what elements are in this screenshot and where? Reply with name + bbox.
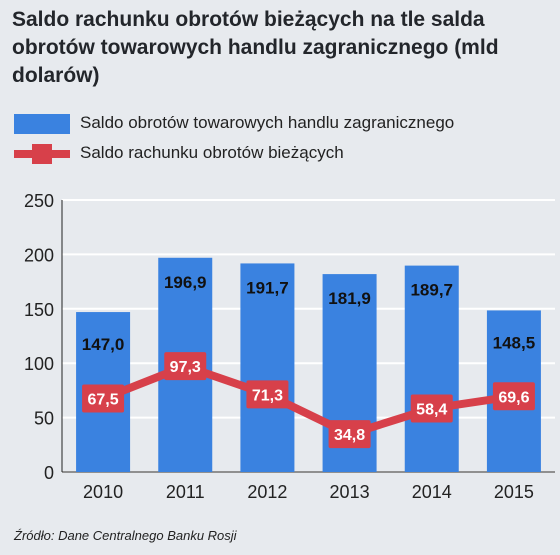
x-tick-label: 2010: [83, 482, 123, 502]
line-value-label: 71,3: [252, 387, 283, 404]
line-value-label: 58,4: [416, 401, 447, 418]
bar-value-label: 191,7: [246, 278, 289, 297]
bar-value-label: 189,7: [410, 281, 453, 300]
line-value-label: 67,5: [88, 392, 119, 409]
legend-label-trade-balance: Saldo obrotów towarowych handlu zagranic…: [80, 113, 455, 132]
line-marker: [492, 382, 535, 411]
x-tick-label: 2013: [330, 482, 370, 502]
line-value-label: 97,3: [170, 359, 201, 376]
line-marker: [82, 384, 125, 413]
legend-label-current-account: Saldo rachunku obrotów bieżących: [80, 143, 344, 162]
y-tick-label: 50: [34, 409, 54, 429]
x-tick-label: 2012: [247, 482, 287, 502]
bar-value-label: 148,5: [493, 333, 536, 352]
x-tick-label: 2015: [494, 482, 534, 502]
y-tick-label: 150: [24, 300, 54, 320]
bar: [240, 263, 295, 472]
bar-value-label: 147,0: [82, 335, 125, 354]
y-tick-label: 0: [44, 463, 54, 483]
line-marker: [328, 420, 371, 449]
line-marker: [410, 394, 453, 423]
legend-swatch-marker: [32, 144, 52, 164]
x-tick-label: 2014: [412, 482, 452, 502]
legend-swatch-bar: [14, 114, 70, 134]
y-tick-label: 250: [24, 191, 54, 211]
y-tick-label: 100: [24, 354, 54, 374]
bar: [404, 265, 459, 472]
line-marker: [246, 380, 289, 409]
chart-title: Saldo rachunku obrotów bieżących na tle …: [12, 8, 499, 87]
line-marker: [164, 352, 207, 381]
bar-value-label: 181,9: [328, 289, 371, 308]
chart-plot: 0 50 100 150 200 250 147,0 196,9 191,7 181,9 189,7…: [24, 191, 555, 502]
source-note: Źródło: Dane Centralnego Banku Rosji: [14, 528, 237, 543]
line-value-label: 34,8: [334, 427, 365, 444]
bar-value-label: 196,9: [164, 273, 207, 292]
line-value-label: 69,6: [498, 389, 529, 406]
y-tick-label: 200: [24, 245, 54, 265]
x-tick-label: 2011: [166, 482, 205, 502]
